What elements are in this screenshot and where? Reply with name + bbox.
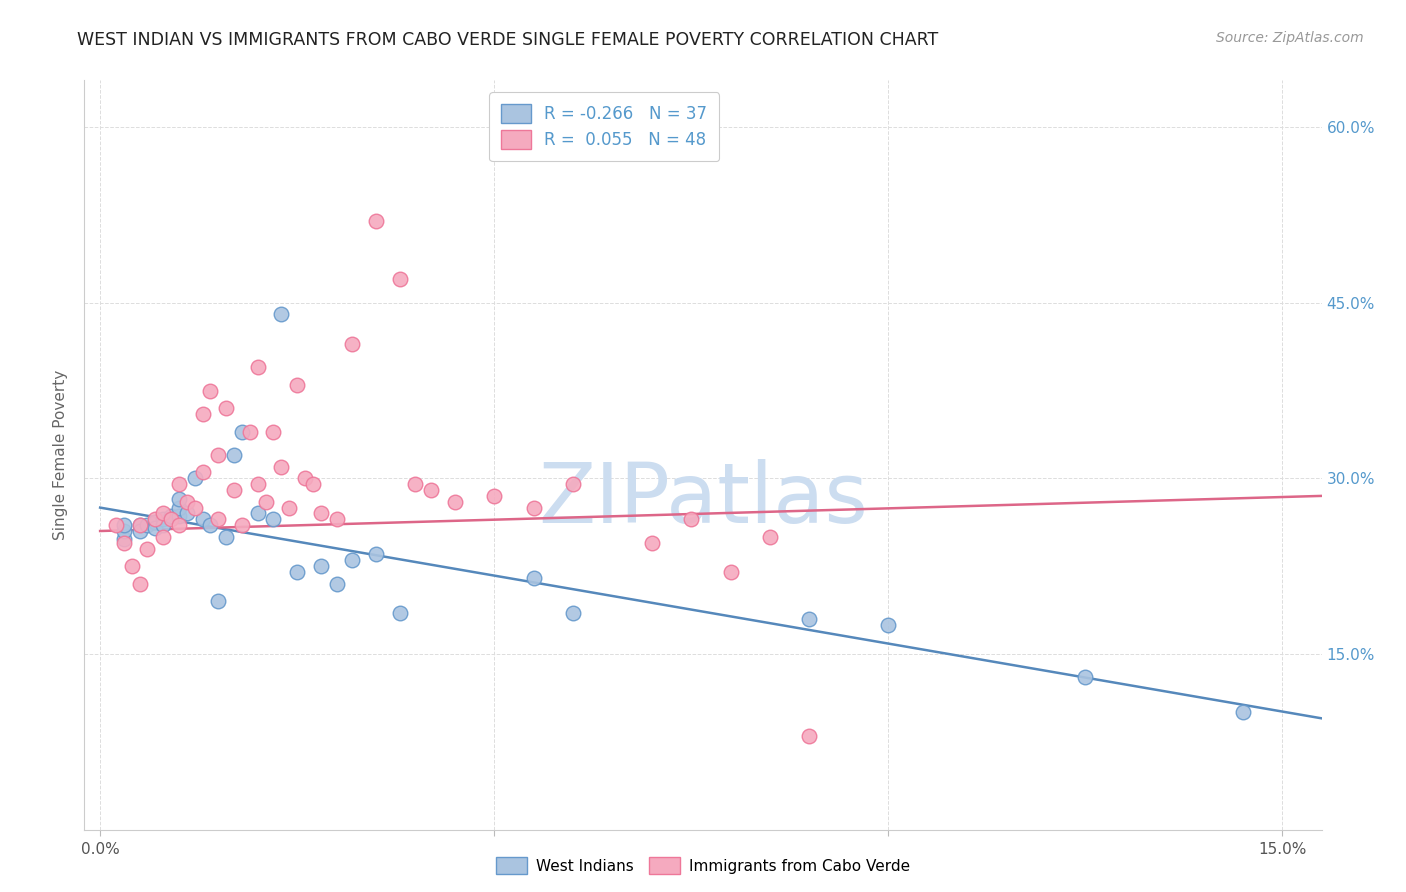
Point <box>799 729 821 743</box>
Point <box>263 512 285 526</box>
Point <box>167 508 190 523</box>
Point <box>222 483 245 497</box>
Point <box>143 520 166 534</box>
Point <box>207 448 229 462</box>
Point <box>191 407 214 421</box>
Point <box>325 512 347 526</box>
Point <box>246 507 269 521</box>
Point <box>364 213 387 227</box>
Point <box>176 494 198 508</box>
Point <box>720 565 742 579</box>
Point <box>167 477 190 491</box>
Point <box>231 425 253 439</box>
Point <box>239 425 262 439</box>
Point <box>104 518 127 533</box>
Point <box>309 559 332 574</box>
Point <box>254 494 277 508</box>
Point <box>681 512 703 526</box>
Point <box>420 483 443 497</box>
Point <box>128 524 150 538</box>
Point <box>562 477 585 491</box>
Point <box>200 518 222 533</box>
Point <box>342 553 364 567</box>
Point <box>128 518 150 533</box>
Point <box>877 617 900 632</box>
Point <box>799 612 821 626</box>
Point <box>222 448 245 462</box>
Point <box>183 500 205 515</box>
Point <box>191 512 214 526</box>
Point <box>143 512 166 526</box>
Point <box>342 336 364 351</box>
Point <box>270 307 292 321</box>
Point <box>1232 706 1254 720</box>
Point <box>278 500 301 515</box>
Point <box>183 471 205 485</box>
Point <box>152 530 174 544</box>
Point <box>562 606 585 620</box>
Text: ZIPatlas: ZIPatlas <box>538 459 868 541</box>
Point <box>641 535 664 549</box>
Point <box>215 401 238 416</box>
Point <box>443 494 465 508</box>
Point <box>112 524 135 538</box>
Point <box>143 515 166 529</box>
Point <box>215 530 238 544</box>
Point <box>364 548 387 562</box>
Point <box>263 425 285 439</box>
Point <box>160 508 183 523</box>
Legend: R = -0.266   N = 37, R =  0.055   N = 48: R = -0.266 N = 37, R = 0.055 N = 48 <box>489 93 718 161</box>
Point <box>231 518 253 533</box>
Point <box>136 541 159 556</box>
Point <box>294 471 316 485</box>
Point <box>152 512 174 526</box>
Point <box>112 532 135 546</box>
Point <box>160 512 183 526</box>
Point <box>128 518 150 533</box>
Point <box>207 594 229 608</box>
Point <box>191 466 214 480</box>
Point <box>1074 670 1097 684</box>
Point <box>325 576 347 591</box>
Text: Source: ZipAtlas.com: Source: ZipAtlas.com <box>1216 31 1364 45</box>
Point <box>270 459 292 474</box>
Point <box>404 477 426 491</box>
Point <box>285 377 308 392</box>
Point <box>207 512 229 526</box>
Point <box>167 518 190 533</box>
Point <box>246 477 269 491</box>
Point <box>136 518 159 533</box>
Point <box>128 576 150 591</box>
Point <box>152 518 174 533</box>
Point <box>152 507 174 521</box>
Point <box>246 360 269 375</box>
Point <box>112 518 135 533</box>
Text: WEST INDIAN VS IMMIGRANTS FROM CABO VERDE SINGLE FEMALE POVERTY CORRELATION CHAR: WEST INDIAN VS IMMIGRANTS FROM CABO VERD… <box>77 31 939 49</box>
Point <box>112 535 135 549</box>
Legend: West Indians, Immigrants from Cabo Verde: West Indians, Immigrants from Cabo Verde <box>491 851 915 880</box>
Point <box>167 500 190 515</box>
Point <box>302 477 325 491</box>
Point <box>121 559 143 574</box>
Point <box>388 606 411 620</box>
Point <box>759 530 782 544</box>
Point <box>522 500 544 515</box>
Y-axis label: Single Female Poverty: Single Female Poverty <box>53 370 69 540</box>
Point <box>522 571 544 585</box>
Point <box>309 507 332 521</box>
Point <box>176 507 198 521</box>
Point <box>167 492 190 507</box>
Point <box>482 489 505 503</box>
Point <box>285 565 308 579</box>
Point <box>388 272 411 286</box>
Point <box>200 384 222 398</box>
